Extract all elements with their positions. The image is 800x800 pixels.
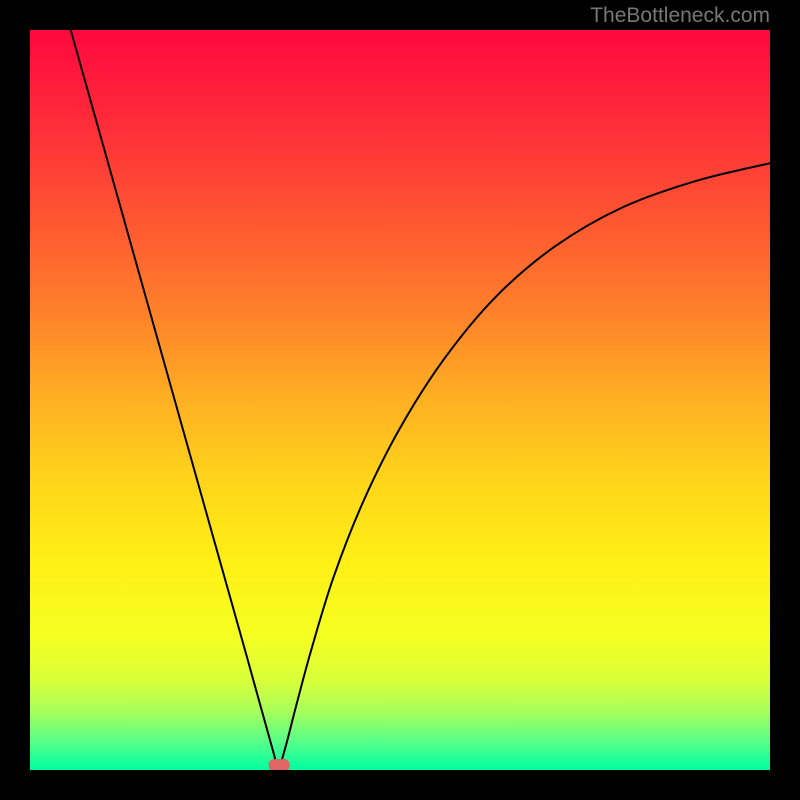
chart-container: TheBottleneck.com bbox=[0, 0, 800, 800]
watermark-text: TheBottleneck.com bbox=[590, 4, 770, 28]
bottleneck-curve bbox=[30, 30, 770, 770]
plot-area bbox=[30, 30, 770, 770]
optimum-marker bbox=[269, 759, 290, 770]
